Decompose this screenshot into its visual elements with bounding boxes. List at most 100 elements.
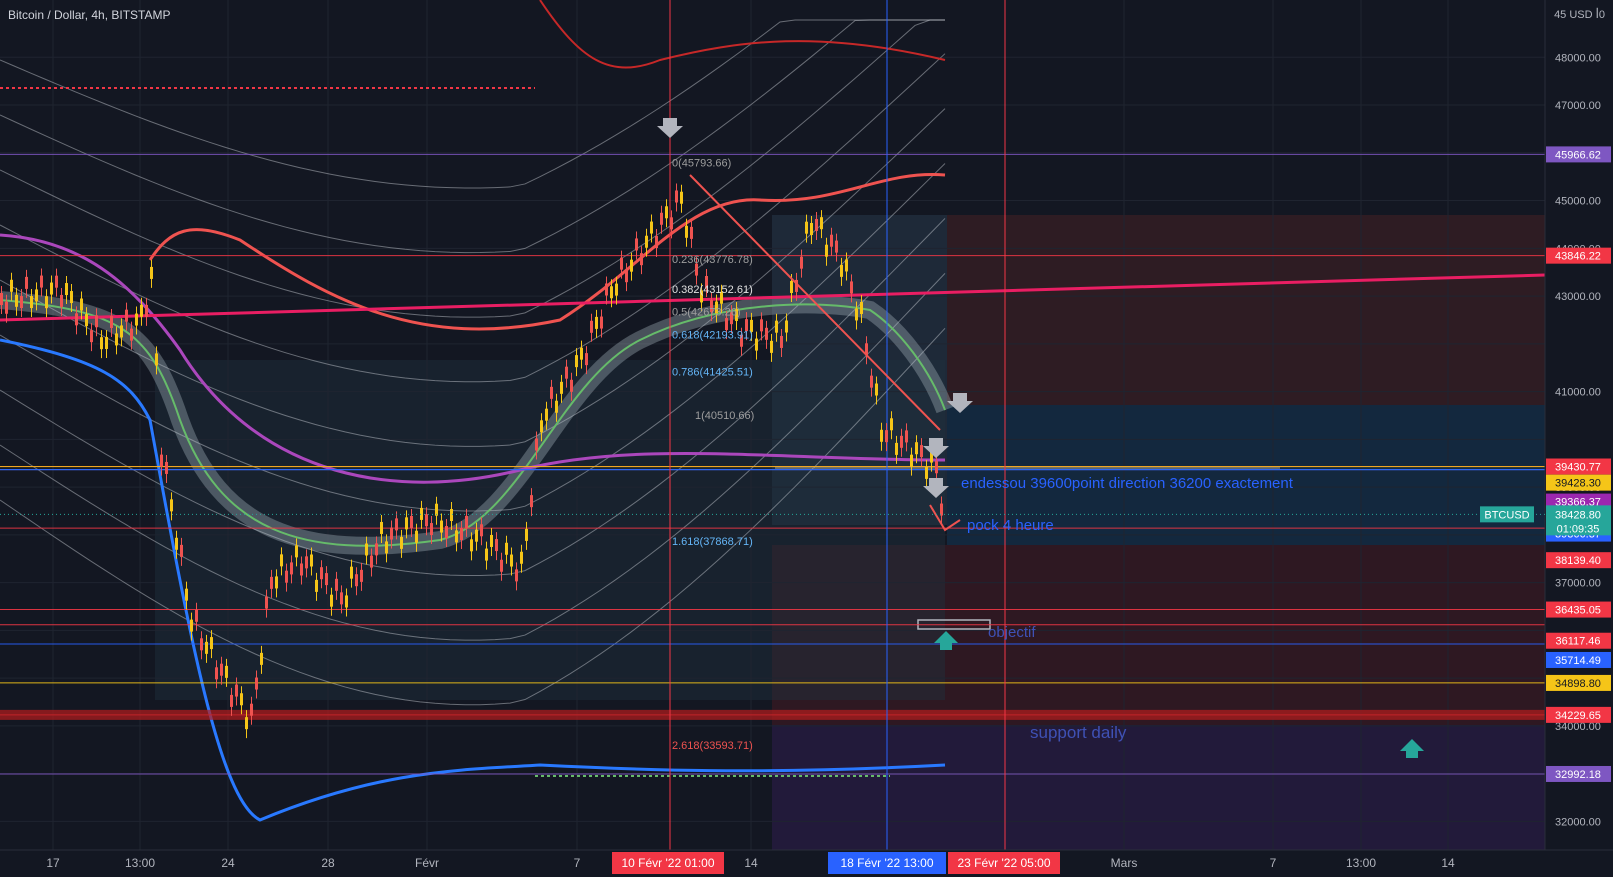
candle-body	[390, 527, 393, 540]
candle-body	[135, 313, 138, 326]
x-tick-label: 28	[321, 856, 335, 870]
candle-body	[570, 379, 573, 392]
candle-body	[360, 569, 363, 582]
envelope-band	[0, 163, 946, 512]
candle-body	[560, 381, 563, 394]
x-tick-label: Mars	[1111, 856, 1138, 870]
candle-body	[150, 266, 153, 279]
annotation-pock: pock 4 heure	[967, 517, 1054, 534]
candle-body	[455, 530, 458, 543]
candle-body	[785, 320, 788, 333]
candle-body	[685, 225, 688, 238]
candle-body	[110, 316, 113, 329]
candle-body	[600, 316, 603, 329]
candle-body	[95, 315, 98, 328]
candle-body	[810, 222, 813, 235]
x-tick-label: Févr	[415, 856, 439, 870]
candle-body	[405, 517, 408, 530]
candle-body	[285, 570, 288, 583]
candle-body	[760, 319, 763, 332]
price-level-tag	[1546, 146, 1611, 163]
down-arrow-icon	[923, 478, 949, 498]
candle-body	[825, 244, 828, 257]
candle-body	[480, 524, 483, 537]
annotation-objectif: objectif	[988, 624, 1036, 641]
current-price-label: 38428.80	[1555, 509, 1601, 521]
candle-body	[420, 507, 423, 520]
zone-fib-area	[155, 360, 945, 700]
candle-body	[575, 355, 578, 368]
price-level-tag-label: 32992.18	[1555, 769, 1601, 781]
ma-red	[148, 173, 946, 331]
candle-body	[900, 435, 903, 448]
candle-body	[415, 530, 418, 543]
fib-label: 0.382(43152.61)	[672, 284, 753, 296]
candle-body	[225, 665, 228, 678]
ma-purple	[0, 233, 946, 484]
price-level-tag	[1546, 458, 1611, 475]
candle-body	[45, 296, 48, 309]
candle-body	[700, 290, 703, 303]
candle-body	[500, 559, 503, 572]
candle-body	[310, 554, 313, 567]
y-tick-label: 43000.00	[1555, 291, 1601, 303]
candle-body	[330, 594, 333, 607]
fib-label: 0.786(41425.51)	[672, 366, 753, 378]
candle-body	[30, 296, 33, 309]
candle-body	[870, 375, 873, 388]
candle-body	[890, 418, 893, 431]
candle-body	[615, 283, 618, 296]
candle-body	[670, 217, 673, 230]
candle-body	[275, 576, 278, 589]
candle-body	[445, 526, 448, 539]
candle-body	[610, 286, 613, 299]
up-arrow-icon	[934, 631, 958, 650]
candle-body	[105, 336, 108, 349]
candle-body	[120, 325, 123, 338]
candle-body	[270, 576, 273, 589]
candle-body	[80, 298, 83, 311]
x-highlight-label: 18 Févr '22 13:00	[840, 856, 933, 870]
candle-body	[625, 270, 628, 283]
candle-body	[170, 499, 173, 512]
candle-body	[515, 569, 518, 582]
x-tick-label: 13:00	[1346, 856, 1376, 870]
candle-body	[925, 466, 928, 479]
zone-red-lower	[772, 545, 1545, 725]
candle-body	[905, 430, 908, 443]
candle-body	[345, 595, 348, 608]
candle-body	[130, 328, 133, 341]
candle-body	[280, 554, 283, 567]
candle-body	[605, 283, 608, 296]
candle-body	[850, 281, 853, 294]
y-tick-label: 37000.00	[1555, 578, 1601, 590]
zone-blue	[947, 405, 1545, 545]
candle-body	[295, 545, 298, 558]
envelope-band	[0, 19, 945, 189]
lower-band-blue	[0, 338, 946, 822]
candle-body	[325, 573, 328, 586]
candle-body	[180, 544, 183, 557]
candle-body	[640, 253, 643, 266]
candle-body	[10, 279, 13, 292]
candle-body	[720, 291, 723, 304]
x-highlight-tag	[612, 852, 724, 874]
candle-body	[475, 529, 478, 542]
candle-body	[545, 408, 548, 421]
drop-trend	[689, 174, 941, 431]
candle-body	[435, 503, 438, 516]
candle-body	[205, 641, 208, 654]
candle-body	[380, 521, 383, 534]
envelope-band	[0, 19, 945, 254]
symbol-title[interactable]: Bitcoin / Dollar, 4h, BITSTAMP	[8, 8, 171, 22]
candle-body	[100, 337, 103, 350]
candle-body	[230, 694, 233, 707]
envelope-band	[0, 273, 946, 641]
candle-body	[740, 334, 743, 347]
candle-body	[90, 330, 93, 343]
candle-body	[875, 383, 878, 396]
candle-body	[745, 319, 748, 332]
price-level-tag-label: 35714.49	[1555, 655, 1601, 667]
price-level-tag-label: 45966.62	[1555, 149, 1601, 161]
